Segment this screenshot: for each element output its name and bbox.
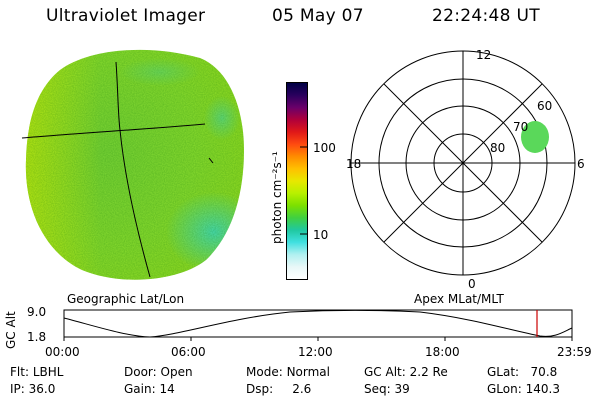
info-gc-alt-value: 2.2 Re: [409, 365, 448, 379]
info-flt: Flt: LBHL: [10, 365, 64, 379]
info-seq-value: 39: [394, 382, 410, 396]
time-tick-1200: 12:00: [298, 345, 333, 359]
mlt-label-18: 18: [346, 157, 361, 171]
time-tick-0000: 00:00: [45, 345, 80, 359]
info-glon-value: 140.3: [525, 382, 560, 396]
info-flt-value: LBHL: [32, 365, 64, 379]
geo-grid-lines: [21, 61, 214, 278]
colorbar-tick-10: 10: [313, 228, 329, 242]
info-seq: Seq: 39: [364, 382, 410, 396]
time-tick-2359: 23:59: [557, 345, 592, 359]
lat-label-80: 80: [490, 141, 505, 155]
info-gain: Gain: 14: [124, 382, 175, 396]
info-mode: Mode: Normal: [246, 365, 330, 379]
time-label: 22:24:48 UT: [432, 6, 540, 26]
info-mode-value: Normal: [286, 365, 330, 379]
info-door: Door: Open: [124, 365, 193, 379]
mlt-label-0: 0: [468, 277, 476, 291]
polar-caption: Apex MLat/MLT: [414, 292, 504, 306]
date-label: 05 May 07: [272, 6, 364, 26]
altitude-plot-frame: [63, 309, 573, 338]
info-gain-value: 14: [159, 382, 175, 396]
info-glat-value: 70.8: [530, 365, 558, 379]
info-glat: GLat: 70.8: [487, 365, 558, 379]
info-dsp: Dsp: 2.6: [246, 382, 312, 396]
info-door-value: Open: [160, 365, 193, 379]
time-tick-1800: 18:00: [425, 345, 460, 359]
altitude-ytick-high: 9.0: [27, 305, 47, 319]
info-ip: IP: 36.0: [10, 382, 56, 396]
instrument-title: Ultraviolet Imager: [46, 6, 206, 26]
altitude-ylabel: GC Alt: [4, 311, 18, 349]
altitude-ytick-low: 1.8: [27, 330, 47, 344]
image-caption: Geographic Lat/Lon: [67, 292, 185, 306]
colorbar-tick-100: 100: [313, 141, 336, 155]
altitude-curve: [63, 310, 573, 338]
lat-label-70: 70: [513, 120, 528, 134]
colorbar: [286, 82, 308, 280]
lat-label-60: 60: [537, 99, 552, 113]
auroral-oval-blob: [521, 121, 549, 153]
info-glon: GLon: 140.3: [487, 382, 560, 396]
mlt-label-12: 12: [476, 48, 491, 62]
time-tick-0600: 06:00: [171, 345, 206, 359]
mlt-label-6: 6: [577, 157, 585, 171]
info-ip-value: 36.0: [28, 382, 56, 396]
info-dsp-value: 2.6: [292, 382, 312, 396]
info-gc-alt: GC Alt: 2.2 Re: [364, 365, 448, 379]
